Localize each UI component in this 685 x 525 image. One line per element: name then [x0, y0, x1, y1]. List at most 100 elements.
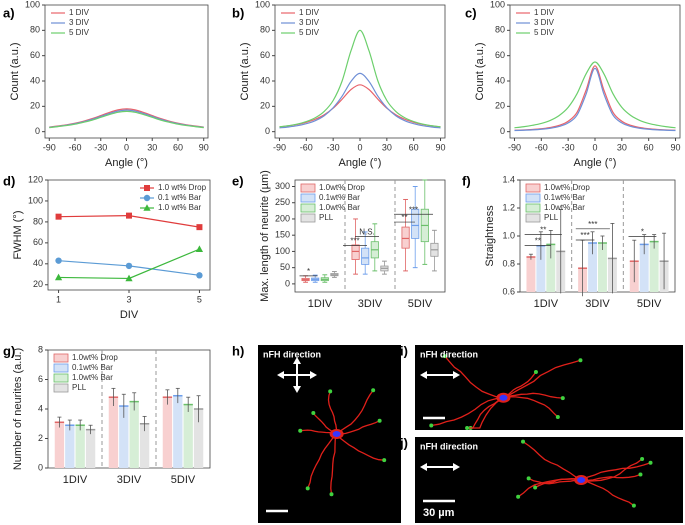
- scale-label: 30 µm: [423, 507, 455, 519]
- y-tick-label: 100: [275, 246, 290, 256]
- panel-label: f): [462, 173, 471, 188]
- y-tick-label: 200: [275, 213, 290, 223]
- x-axis-label: Angle (°): [574, 157, 617, 169]
- legend-label: 1.0wt% Drop: [319, 183, 365, 192]
- legend-swatch: [300, 203, 316, 213]
- panel-label: g): [3, 343, 15, 358]
- y-axis-label: Count (a.u.): [9, 42, 21, 100]
- marker: [54, 273, 63, 281]
- legend-label: 3 DIV: [299, 18, 320, 27]
- panel: c) 0 20 40 60 80 100 Count (a.u.) Angle (°) -90 -6…: [465, 0, 681, 169]
- growth-cone: [638, 472, 643, 477]
- neurite: [444, 355, 504, 399]
- legend-swatch: [300, 183, 316, 193]
- marker: [196, 224, 203, 231]
- arrow-head: [420, 371, 427, 379]
- significance-label: *: [307, 267, 310, 276]
- panel-label: a): [3, 5, 15, 20]
- legend-swatch: [525, 203, 541, 213]
- legend-label: 1.0 wt% Drop: [158, 183, 207, 192]
- legend-label: 0.1wt% Bar: [544, 193, 585, 202]
- growth-cone: [631, 503, 636, 508]
- x-tick-label: 5DIV: [171, 474, 196, 486]
- legend-label: 3 DIV: [69, 18, 90, 27]
- y-tick-label: 60: [495, 50, 505, 60]
- neurite: [336, 389, 374, 435]
- growth-cone: [429, 423, 434, 428]
- bar: [108, 397, 119, 468]
- y-axis-label: Count (a.u.): [239, 42, 251, 100]
- legend-label: 0.1wt% Bar: [319, 193, 360, 202]
- x-tick-label: -90: [508, 142, 521, 152]
- legend-label: 1.0wt% Bar: [72, 373, 113, 382]
- panel-label: i): [400, 343, 408, 358]
- y-tick-label: 20: [260, 101, 270, 111]
- arrow-head: [420, 463, 427, 471]
- y-tick-label: 50: [280, 262, 290, 272]
- panel: d) 20 40 60 80 100 120 FWHM (°) DIV 1 3 5 1.0 wt% Dr…: [3, 173, 211, 321]
- y-tick-label: 60: [30, 50, 40, 60]
- marker: [55, 257, 62, 264]
- marker: [55, 213, 62, 220]
- significance-label: **: [401, 213, 407, 222]
- y-axis-label: FWHM (°): [12, 211, 24, 260]
- legend-swatch: [53, 363, 69, 373]
- x-tick-label: -60: [69, 142, 82, 152]
- legend-label: 0.1wt% Bar: [72, 363, 113, 372]
- x-tick-label: 5DIV: [637, 298, 662, 310]
- x-tick-label: -90: [273, 142, 286, 152]
- y-tick-label: 100: [490, 0, 505, 9]
- x-tick-label: -60: [300, 142, 313, 152]
- x-tick-label: 1DIV: [534, 298, 559, 310]
- x-tick-label: 1DIV: [308, 298, 333, 310]
- micrograph: [415, 437, 683, 523]
- legend-label: PLL: [544, 213, 559, 222]
- y-tick-label: 1.0: [502, 230, 515, 240]
- legend-label: 1.0wt% Bar: [319, 203, 360, 212]
- direction-label: nFH direction: [263, 349, 321, 359]
- x-tick-label: 60: [644, 142, 654, 152]
- x-tick-label: 5: [197, 294, 202, 304]
- legend-swatch: [300, 213, 316, 223]
- y-tick-label: 80: [260, 25, 270, 35]
- y-tick-label: 80: [495, 25, 505, 35]
- panel-label: b): [232, 5, 244, 20]
- arrow-head: [293, 386, 301, 393]
- legend-label: 1 DIV: [299, 8, 320, 17]
- x-tick-label: 3DIV: [585, 298, 610, 310]
- growth-cone: [526, 476, 531, 481]
- y-axis-label: Max. length of neurite (µm): [259, 170, 271, 302]
- legend-swatch: [53, 373, 69, 383]
- bar: [193, 409, 204, 468]
- nucleus: [577, 477, 586, 483]
- legend-swatch: [53, 353, 69, 363]
- growth-cone: [648, 460, 653, 465]
- x-tick-label: 0: [357, 142, 362, 152]
- legend-swatch: [300, 193, 316, 203]
- neurite: [522, 441, 582, 481]
- growth-cone: [533, 485, 538, 490]
- series-line: [514, 67, 676, 132]
- panel-label: h): [232, 343, 244, 358]
- y-tick-label: 0: [500, 126, 505, 136]
- x-tick-label: 60: [409, 142, 419, 152]
- neurite: [528, 477, 582, 485]
- x-tick-label: 90: [199, 142, 209, 152]
- y-tick-label: 40: [33, 258, 43, 268]
- marker: [125, 262, 133, 270]
- neurite: [336, 433, 385, 461]
- box: [411, 208, 420, 239]
- bar: [75, 425, 85, 468]
- nucleus: [332, 431, 341, 437]
- y-tick-label: 40: [495, 75, 505, 85]
- neurite: [467, 397, 504, 429]
- direction-label: nFH direction: [420, 441, 478, 451]
- x-tick-label: -30: [327, 142, 340, 152]
- marker: [196, 272, 203, 279]
- direction-label: nFH direction: [420, 349, 478, 359]
- y-tick-label: 100: [255, 0, 270, 9]
- marker: [143, 194, 151, 202]
- bar: [129, 401, 139, 468]
- legend-label: 5 DIV: [534, 28, 555, 37]
